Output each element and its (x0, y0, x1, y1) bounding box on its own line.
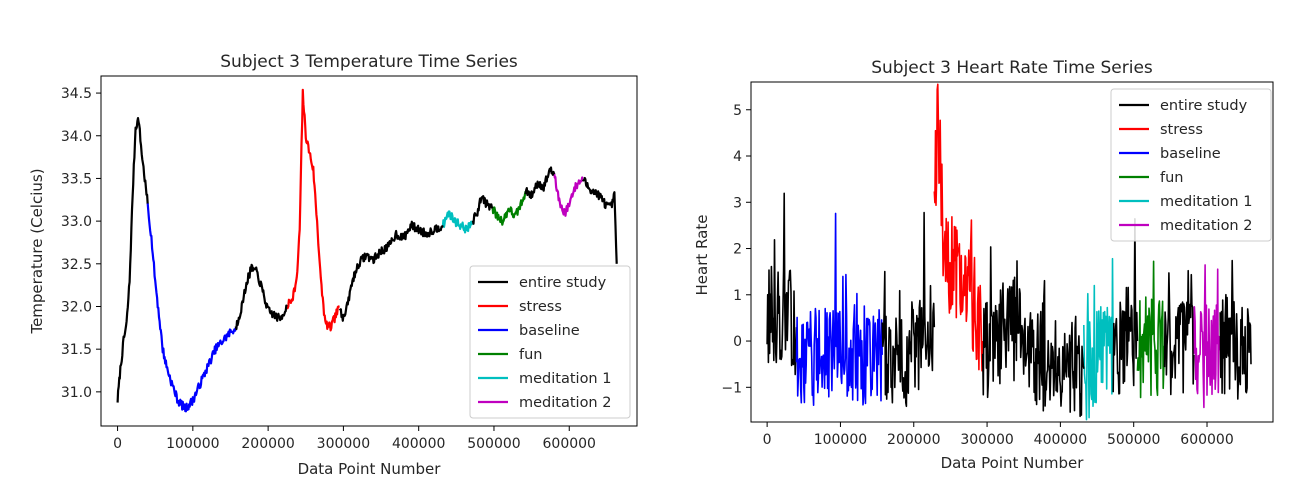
heart-rate-x-axis-label: Data Point Number (941, 454, 1085, 472)
heart-rate-series-meditation-1-4 (1083, 257, 1114, 421)
heart-rate-series-stress-1 (933, 83, 984, 372)
heart-rate-x-tick-label: 600000 (1180, 432, 1233, 448)
heart-rate-series-entire-study-0 (766, 192, 798, 376)
heart-rate-series-entire-study-9 (1163, 269, 1195, 396)
temperature-y-tick-label: 31.5 (61, 342, 92, 358)
heart-rate-y-tick-label: 0 (733, 334, 742, 350)
temperature-x-axis-label: Data Point Number (298, 460, 442, 478)
heart-rate-series-fun-3 (1136, 260, 1166, 399)
heart-rate-x-ticks: 0 100000 200000 300000 400000 500000 600000 (763, 422, 1234, 448)
heart-rate-series-entire-study-8 (1112, 218, 1139, 395)
temperature-series-meditation-2-5 (553, 173, 584, 217)
temperature-series-layer (116, 88, 618, 413)
temperature-chart: Subject 3 Temperature Time Series 0 10000… (28, 52, 638, 478)
heart-rate-legend-label-meditation-1: meditation 1 (1160, 194, 1252, 210)
temperature-legend-label-fun: fun (519, 347, 543, 363)
heart-rate-x-tick-label: 500000 (1107, 432, 1160, 448)
temperature-series-entire-study-8 (471, 195, 494, 225)
temperature-y-tick-label: 32.5 (61, 257, 92, 273)
heart-rate-legend: entire study stress baseline fun meditation … (1110, 88, 1272, 242)
heart-rate-y-tick-label: 2 (733, 242, 742, 258)
temperature-y-tick-label: 34.0 (61, 129, 92, 145)
temperature-series-fun-3 (491, 190, 527, 226)
heart-rate-x-tick-label: 300000 (960, 432, 1013, 448)
temperature-series-entire-study-0 (116, 116, 149, 403)
temperature-x-tick-label: 600000 (543, 436, 596, 452)
temperature-legend-label-meditation-1: meditation 1 (519, 371, 611, 387)
temperature-y-tick-label: 33.5 (61, 171, 92, 187)
temperature-x-tick-label: 400000 (392, 436, 445, 452)
heart-rate-y-tick-label: 4 (733, 149, 742, 165)
heart-rate-x-tick-label: 100000 (814, 432, 867, 448)
temperature-series-entire-study-6 (234, 263, 288, 331)
heart-rate-y-tick-label: 3 (733, 195, 742, 211)
temperature-series-stress-1 (285, 88, 341, 332)
temperature-y-tick-label: 31.0 (61, 385, 92, 401)
temperature-legend-box (469, 265, 631, 419)
temperature-series-baseline-2 (146, 203, 237, 413)
heart-rate-x-tick-label: 400000 (1034, 432, 1087, 448)
heart-rate-y-tick-label: −1 (721, 380, 742, 396)
heart-rate-series-entire-study-6 (881, 211, 936, 408)
heart-rate-x-tick-label: 0 (763, 432, 772, 448)
temperature-y-tick-label: 32.0 (61, 299, 92, 315)
heart-rate-legend-label-entire-study: entire study (1160, 98, 1248, 114)
heart-rate-legend-label-stress: stress (1160, 122, 1203, 138)
heart-rate-legend-box (1110, 88, 1272, 242)
heart-rate-series-layer (766, 83, 1252, 421)
heart-rate-series-entire-study-7 (981, 246, 1085, 418)
temperature-x-tick-label: 300000 (317, 436, 370, 452)
temperature-chart-title: Subject 3 Temperature Time Series (220, 52, 518, 72)
temperature-y-ticks: 31.0 31.5 32.0 32.5 33.0 33.5 34.0 34.5 (61, 86, 101, 401)
heart-rate-chart-title: Subject 3 Heart Rate Time Series (871, 58, 1153, 78)
temperature-legend-label-meditation-2: meditation 2 (519, 395, 611, 411)
temperature-x-ticks: 0 100000 200000 300000 400000 500000 600000 (113, 426, 596, 452)
heart-rate-chart: Subject 3 Heart Rate Time Series 0 100000… (693, 58, 1274, 472)
temperature-y-tick-label: 33.0 (61, 214, 92, 230)
temperature-legend-label-entire-study: entire study (519, 275, 607, 291)
heart-rate-series-meditation-2-5 (1193, 264, 1221, 409)
temperature-x-tick-label: 500000 (467, 436, 520, 452)
heart-rate-legend-label-meditation-2: meditation 2 (1160, 218, 1252, 234)
heart-rate-y-tick-label: 5 (733, 103, 742, 119)
temperature-series-meditation-1-4 (441, 210, 474, 234)
temperature-legend-label-stress: stress (519, 299, 562, 315)
heart-rate-y-tick-label: 1 (733, 288, 742, 304)
heart-rate-plot-frame (750, 81, 1274, 423)
temperature-x-tick-label: 0 (113, 436, 122, 452)
heart-rate-x-tick-label: 200000 (887, 432, 940, 448)
temperature-series-entire-study-7 (338, 220, 444, 322)
heart-rate-series-entire-study-10 (1219, 259, 1252, 400)
temperature-y-tick-label: 34.5 (61, 86, 92, 102)
heart-rate-y-ticks: −1 0 1 2 3 4 5 (721, 103, 751, 396)
heart-rate-series-baseline-2 (795, 212, 883, 407)
temperature-plot-frame (100, 75, 638, 427)
temperature-legend-label-baseline: baseline (519, 323, 580, 339)
temperature-y-axis-label: Temperature (Celcius) (28, 168, 46, 334)
temperature-series-entire-study-9 (524, 166, 556, 200)
temperature-x-tick-label: 200000 (241, 436, 294, 452)
heart-rate-legend-label-baseline: baseline (1160, 146, 1221, 162)
temperature-series-entire-study-10 (581, 176, 618, 264)
temperature-legend: entire study stress baseline fun meditation … (469, 265, 631, 419)
heart-rate-legend-label-fun: fun (1160, 170, 1184, 186)
heart-rate-y-axis-label: Heart Rate (693, 215, 711, 296)
temperature-x-tick-label: 100000 (166, 436, 219, 452)
